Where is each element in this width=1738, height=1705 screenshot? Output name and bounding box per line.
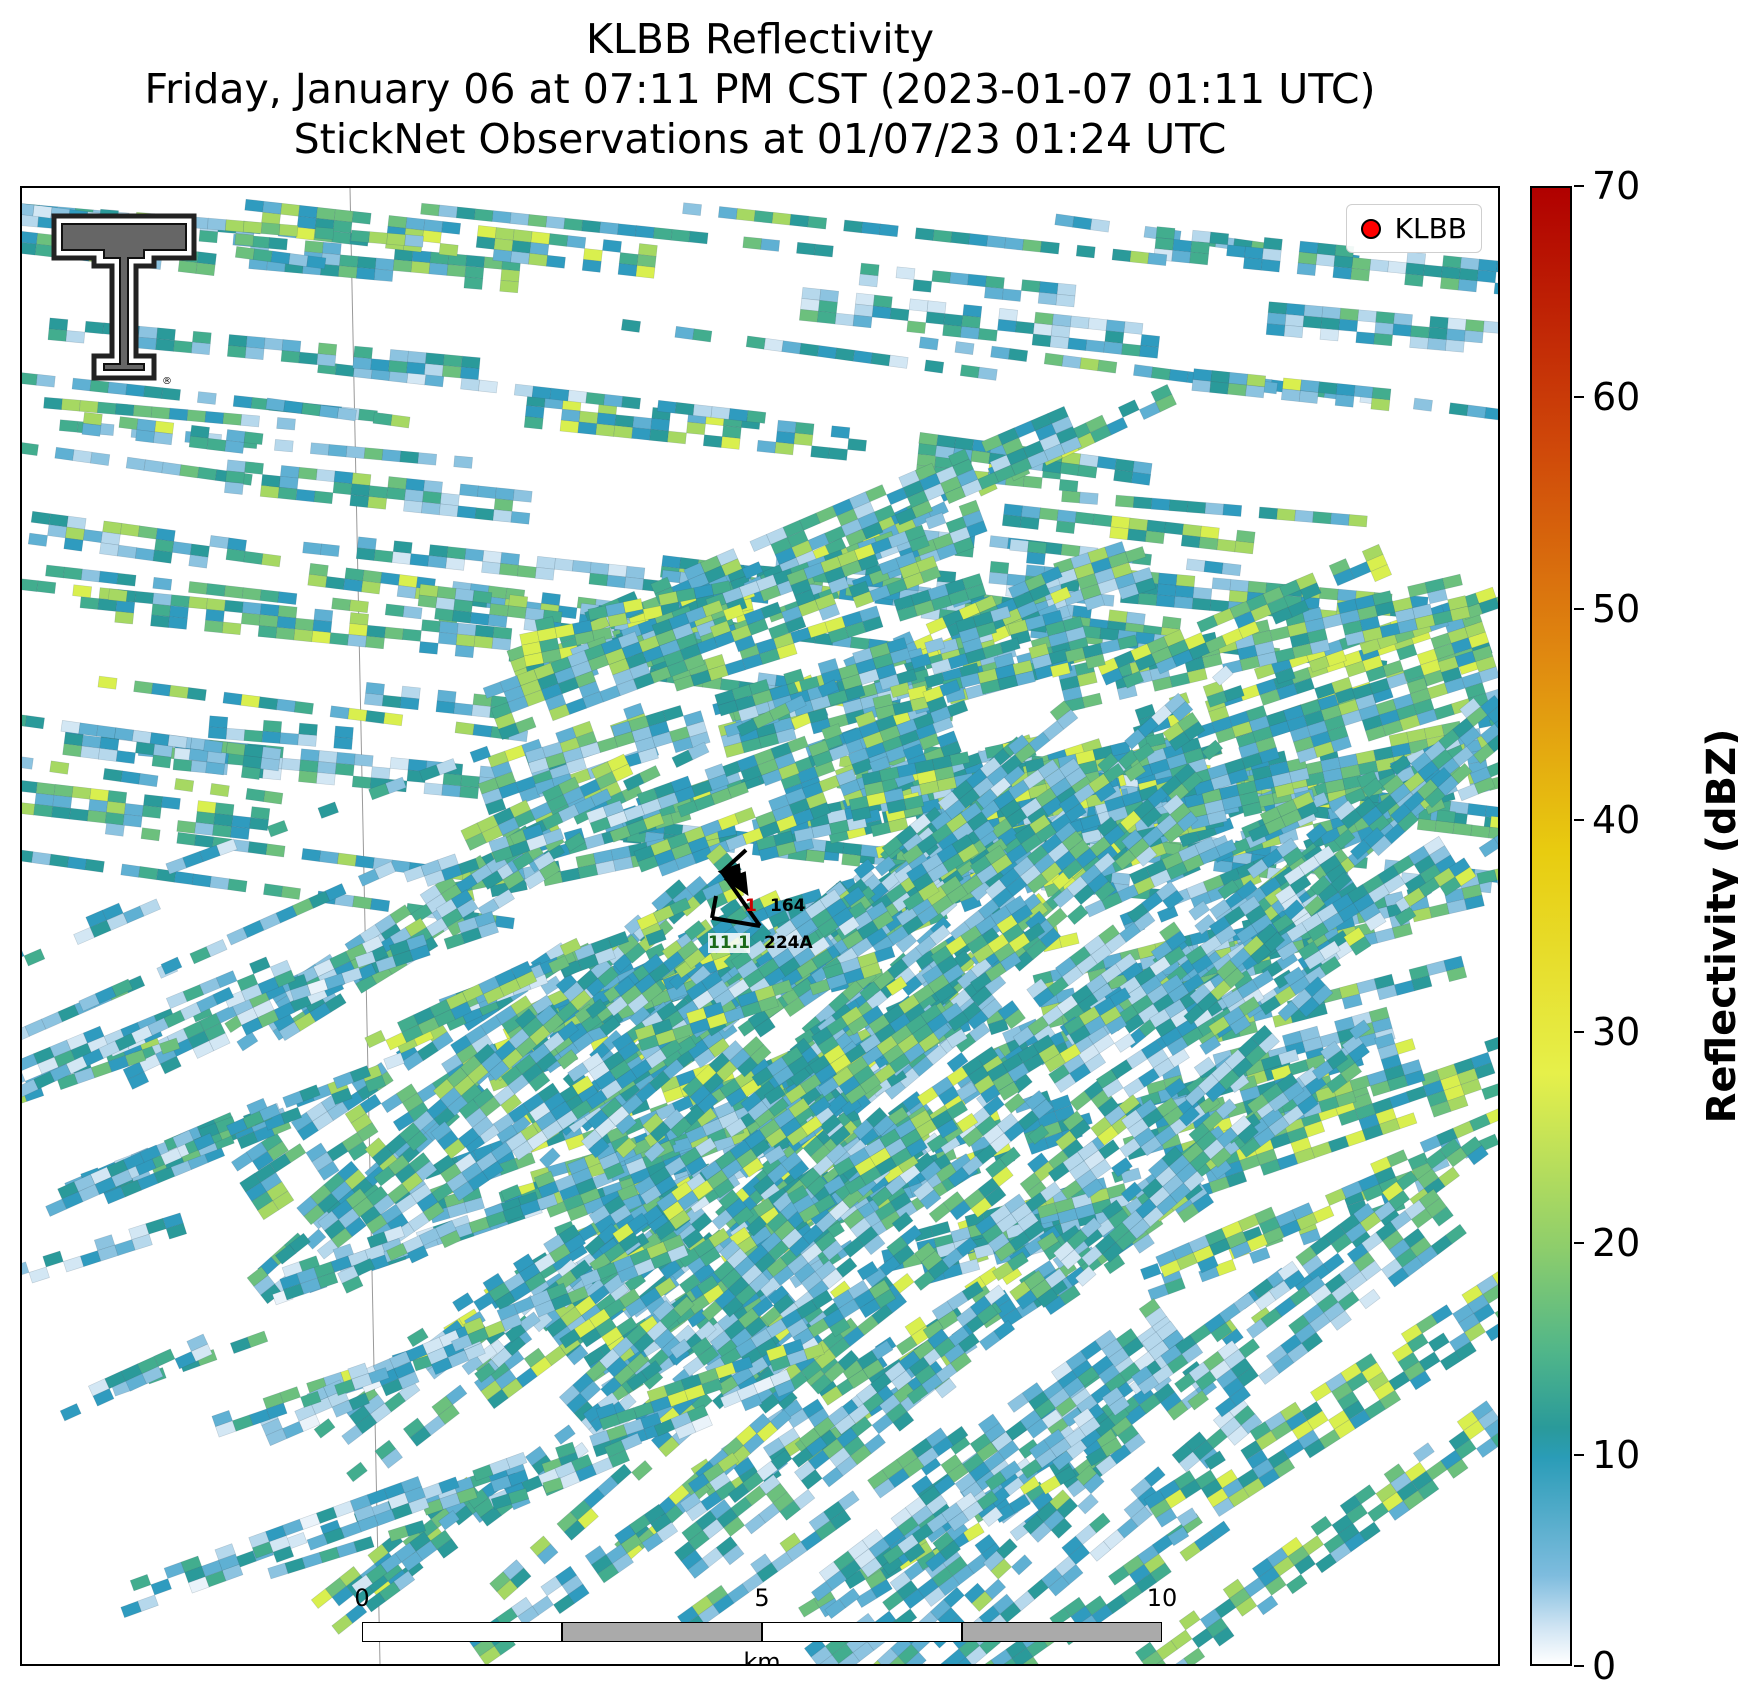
- colorbar-tick-label: 40: [1592, 798, 1641, 843]
- colorbar-tick-mark: [1574, 1242, 1584, 1245]
- colorbar-tick-label: 60: [1592, 375, 1641, 420]
- colorbar-tick-label: 70: [1592, 164, 1641, 208]
- texas-tech-logo-icon: ®: [51, 213, 197, 386]
- colorbar-tick-label: 20: [1592, 1221, 1641, 1266]
- colorbar-tick-label: 10: [1592, 1432, 1641, 1477]
- colorbar-tick-label: 50: [1592, 586, 1641, 631]
- station-temp-red: 1: [745, 896, 757, 916]
- scale-segment-4: [962, 1622, 1162, 1642]
- colorbar-tick-mark: [1574, 185, 1584, 187]
- radar-site-marker-icon: [1360, 218, 1381, 239]
- chart-subtitle-time: Friday, January 06 at 07:11 PM CST (2023…: [144, 65, 1376, 113]
- chart-subtitle-observations: StickNet Observations at 01/07/23 01:24 …: [293, 115, 1227, 163]
- colorbar-tick-label: 0: [1592, 1644, 1617, 1688]
- colorbar: [1530, 186, 1572, 1666]
- colorbar-tick-mark: [1574, 1453, 1584, 1456]
- scale-tick-10: 10: [1146, 1584, 1178, 1612]
- station-value-top: 164: [770, 896, 806, 916]
- station-id-label: 224A: [764, 933, 813, 953]
- radar-map-panel: ® KLBB 1 164 11.1 224A 0 5 10 km: [20, 186, 1500, 1666]
- reflectivity-field: [22, 188, 1498, 1664]
- legend-label: KLBB: [1394, 212, 1467, 245]
- scale-segment-3: [762, 1622, 962, 1642]
- colorbar-tick-mark: [1574, 1665, 1584, 1667]
- scale-segment-2: [562, 1622, 762, 1642]
- map-legend: KLBB: [1345, 204, 1482, 253]
- colorbar-tick-mark: [1574, 819, 1584, 822]
- colorbar-tick-label: 30: [1592, 1009, 1641, 1054]
- distance-scale-bar: 0 5 10 km: [354, 1584, 1177, 1666]
- chart-title: KLBB Reflectivity: [586, 15, 934, 63]
- colorbar-tick-mark: [1574, 607, 1584, 610]
- scale-tick-0: 0: [354, 1584, 370, 1612]
- scale-unit: km: [743, 1648, 781, 1666]
- colorbar-label: Reflectivity (dBZ): [1699, 728, 1738, 1124]
- scale-segment-1: [362, 1622, 562, 1642]
- station-dewpoint-green: 11.1: [708, 933, 750, 953]
- stick-net-wind-barbs: [710, 848, 762, 928]
- scale-tick-5: 5: [754, 1584, 770, 1612]
- colorbar-tick-mark: [1574, 396, 1584, 399]
- colorbar-tick-mark: [1574, 1030, 1584, 1033]
